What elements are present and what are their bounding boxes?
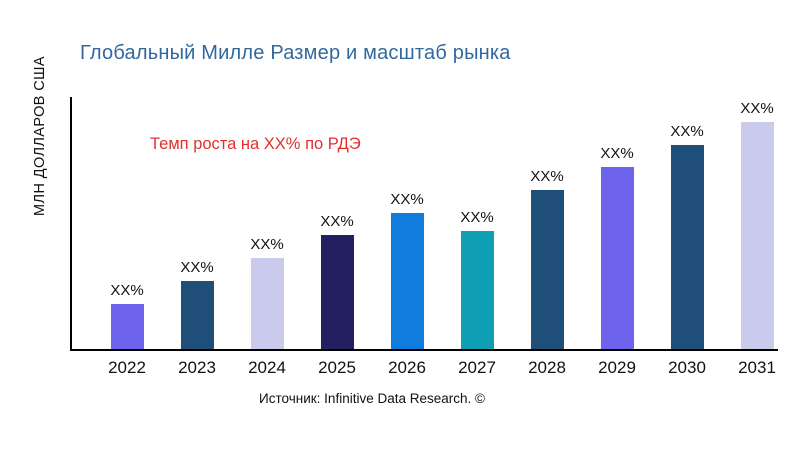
chart-title: Глобальный Милле Размер и масштаб рынка xyxy=(80,42,511,64)
bar-value-label-2023: XX% xyxy=(180,259,214,276)
bar-2025 xyxy=(320,235,354,349)
bar-value-label-2028: XX% xyxy=(530,168,564,185)
x-tick-label-2027: 2027 xyxy=(458,358,496,377)
bar-value-label-2024: XX% xyxy=(250,236,284,253)
bar-2031 xyxy=(740,122,774,349)
x-tick-label-2022: 2022 xyxy=(108,358,146,377)
bar-value-label-2030: XX% xyxy=(670,123,704,140)
x-tick-label-2028: 2028 xyxy=(528,358,566,377)
bar-column-2028: XX% 2028 xyxy=(512,168,582,377)
bar-2030 xyxy=(670,145,704,349)
bar-2022 xyxy=(110,304,144,349)
bar-value-label-2027: XX% xyxy=(460,209,494,226)
bar-value-label-2026: XX% xyxy=(390,191,424,208)
x-tick-label-2026: 2026 xyxy=(388,358,426,377)
x-tick-label-2024: 2024 xyxy=(248,358,286,377)
bar-column-2031: XX% 2031 xyxy=(722,100,792,377)
x-tick-label-2025: 2025 xyxy=(318,358,356,377)
x-tick-label-2029: 2029 xyxy=(598,358,636,377)
bar-value-label-2025: XX% xyxy=(320,213,354,230)
bar-column-2024: XX% 2024 xyxy=(232,236,302,377)
bar-2024 xyxy=(250,258,284,349)
bar-2023 xyxy=(180,281,214,349)
bar-column-2023: XX% 2023 xyxy=(162,259,232,377)
bar-2028 xyxy=(530,190,564,349)
bar-column-2022: XX% 2022 xyxy=(92,282,162,377)
bar-value-label-2031: XX% xyxy=(740,100,774,117)
bar-value-label-2022: XX% xyxy=(110,282,144,299)
bar-column-2026: XX% 2026 xyxy=(372,191,442,377)
x-tick-label-2031: 2031 xyxy=(738,358,776,377)
bar-column-2030: XX% 2030 xyxy=(652,123,722,377)
bar-2026 xyxy=(390,213,424,349)
bar-2029 xyxy=(600,167,634,349)
bar-value-label-2029: XX% xyxy=(600,145,634,162)
source-credit: Источник: Infinitive Data Research. © xyxy=(259,391,485,406)
y-axis-label: МЛН ДОЛЛАРОВ США xyxy=(32,56,48,216)
plot-area: Темп роста на XX% по РДЭ XX% 2022 XX% 2023 X… xyxy=(70,97,778,377)
growth-rate-annotation: Темп роста на XX% по РДЭ xyxy=(150,135,361,153)
x-tick-label-2023: 2023 xyxy=(178,358,216,377)
x-tick-label-2030: 2030 xyxy=(668,358,706,377)
bar-column-2025: XX% 2025 xyxy=(302,213,372,377)
bar-column-2027: XX% 2027 xyxy=(442,209,512,377)
bar-2027 xyxy=(460,231,494,349)
bar-column-2029: XX% 2029 xyxy=(582,145,652,377)
